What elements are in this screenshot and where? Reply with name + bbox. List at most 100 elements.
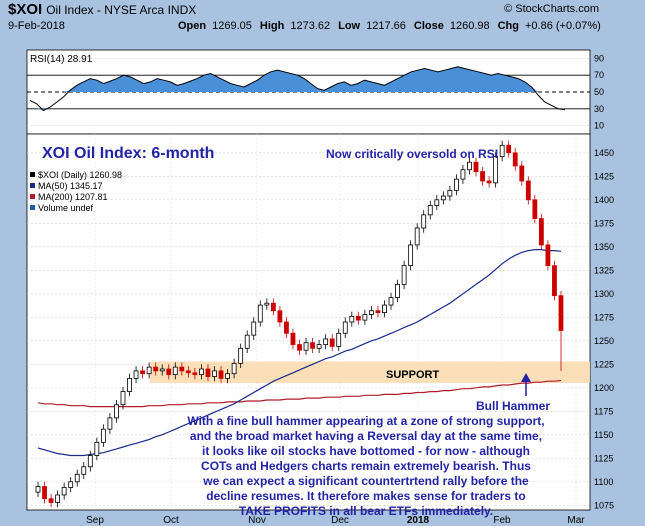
candle bbox=[440, 191, 446, 205]
rsi-overbought-fill bbox=[30, 66, 565, 92]
candle-body bbox=[303, 342, 309, 351]
candle-body bbox=[87, 455, 93, 468]
candle bbox=[512, 148, 518, 171]
chg-label: Chg bbox=[497, 20, 519, 32]
candle-body bbox=[552, 265, 557, 297]
candle bbox=[388, 292, 394, 310]
candle-body bbox=[238, 347, 244, 364]
candle-body bbox=[545, 244, 551, 266]
chart-date: 9-Feb-2018 bbox=[8, 20, 65, 32]
candle-body bbox=[81, 466, 87, 475]
candle bbox=[434, 195, 440, 211]
price-tick-label: 1250 bbox=[594, 336, 614, 346]
candle-body bbox=[120, 391, 126, 406]
index-name: Oil Index - NYSE Arca INDX bbox=[46, 3, 197, 17]
price-tick-label: 1350 bbox=[594, 242, 614, 252]
ma50-line bbox=[37, 249, 562, 457]
legend-volume: Volume undef bbox=[38, 203, 94, 213]
candle-body bbox=[251, 321, 257, 336]
high-label: High bbox=[259, 20, 285, 32]
price-tick-label: 1200 bbox=[594, 383, 614, 393]
candle-body bbox=[55, 494, 61, 503]
candle bbox=[369, 306, 374, 320]
candle bbox=[486, 176, 492, 188]
candle bbox=[218, 366, 224, 384]
candle-body bbox=[140, 370, 146, 375]
candle bbox=[127, 373, 132, 397]
candle-body bbox=[342, 321, 348, 334]
candle-body bbox=[218, 370, 224, 379]
open-value: 1269.05 bbox=[212, 20, 252, 32]
candle-body bbox=[421, 214, 427, 229]
candle bbox=[107, 413, 113, 434]
candle bbox=[205, 364, 211, 382]
support-band bbox=[150, 361, 590, 384]
candle-body bbox=[558, 295, 564, 331]
open-label: Open bbox=[178, 20, 207, 32]
candle-body bbox=[493, 156, 499, 184]
candle-body bbox=[74, 473, 80, 483]
candle-body bbox=[519, 165, 525, 182]
candle bbox=[179, 362, 185, 376]
candle bbox=[499, 140, 505, 162]
candle-body bbox=[382, 304, 387, 313]
candle bbox=[166, 364, 172, 380]
candle bbox=[375, 306, 381, 318]
support-label: SUPPORT bbox=[386, 369, 439, 381]
candle-body bbox=[100, 428, 106, 443]
candle bbox=[270, 298, 276, 316]
price-tick-labels: 1075 1100 1125 1150 1175 1200 1225 1250 1275 1300… bbox=[594, 148, 614, 510]
candle bbox=[42, 481, 47, 504]
x-tick-labels: Sep Oct Nov Dec 2018 Feb Mar bbox=[86, 515, 585, 526]
candle bbox=[493, 151, 499, 188]
candle bbox=[329, 334, 335, 352]
rsi-note: Now critically oversold on RSI bbox=[326, 147, 498, 161]
candle bbox=[74, 469, 80, 487]
candle bbox=[192, 368, 198, 380]
candle bbox=[257, 300, 263, 327]
price-tick-label: 1150 bbox=[594, 430, 613, 440]
price-tick-label: 1275 bbox=[594, 312, 614, 322]
commentary-line-4: COTs and Hedgers charts remain extremely… bbox=[201, 459, 531, 473]
candle-body bbox=[323, 338, 329, 345]
candle-body bbox=[329, 338, 335, 347]
candle bbox=[225, 369, 230, 384]
rsi-tick-label: 30 bbox=[594, 104, 604, 114]
candle-body bbox=[205, 368, 211, 377]
candle-body bbox=[506, 144, 512, 154]
symbol-title: $XOI Oil Index - NYSE Arca INDX bbox=[8, 1, 196, 18]
low-value: 1217.66 bbox=[366, 20, 406, 32]
brand-credit: © StockCharts.com bbox=[504, 3, 599, 15]
candle-body bbox=[179, 366, 185, 372]
candle-body bbox=[355, 315, 361, 321]
candle-body bbox=[512, 152, 518, 167]
candle bbox=[349, 311, 355, 327]
candle-body bbox=[42, 486, 47, 500]
commentary-line-3: it looks like oil stocks have bottomed -… bbox=[202, 444, 530, 458]
commentary: With a fine bull hammer appearing at a z… bbox=[187, 414, 544, 518]
high-value: 1273.62 bbox=[290, 20, 331, 32]
candle bbox=[506, 140, 512, 158]
candle bbox=[284, 317, 289, 338]
price-tick-label: 1300 bbox=[594, 289, 614, 299]
rsi-tick-label: 50 bbox=[594, 87, 604, 97]
chg-value: +0.86 (+0.07%) bbox=[525, 20, 601, 32]
price-tick-label: 1225 bbox=[594, 359, 614, 369]
candle bbox=[159, 364, 165, 376]
rsi-tick-label: 70 bbox=[594, 70, 604, 80]
chart-title-annotation: XOI Oil Index: 6-month bbox=[42, 145, 214, 162]
candle bbox=[146, 362, 152, 379]
candle-body bbox=[290, 332, 296, 345]
rsi-tick-labels: 10 30 50 70 90 bbox=[594, 53, 604, 130]
legend-ma50: MA(50) 1345.17 bbox=[38, 181, 103, 191]
candle-body bbox=[414, 227, 420, 246]
ma200-line bbox=[37, 379, 562, 408]
candle bbox=[460, 165, 466, 184]
candle bbox=[94, 437, 100, 461]
close-label: Close bbox=[413, 20, 444, 32]
candle bbox=[355, 311, 361, 325]
price-tick-label: 1125 bbox=[594, 453, 613, 463]
candle bbox=[212, 366, 217, 382]
candle bbox=[525, 176, 531, 205]
candle bbox=[87, 450, 93, 472]
